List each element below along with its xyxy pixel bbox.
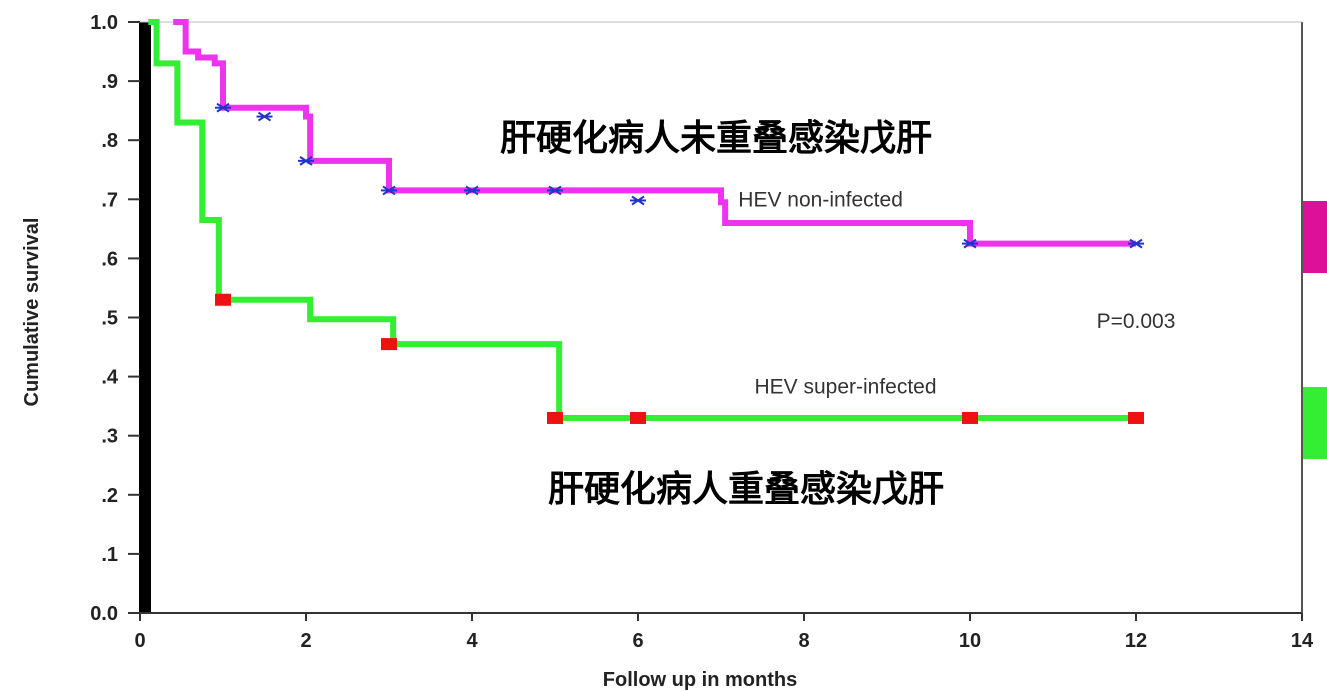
series-line-super-infected <box>148 19 1136 421</box>
censor-marker <box>464 185 480 196</box>
magenta-legend-swatch <box>1303 201 1327 273</box>
non-infected-cn-label: 肝硬化病人未重叠感染戊肝 <box>500 118 932 159</box>
censor-marker <box>1128 238 1144 249</box>
green-legend-swatch <box>1303 387 1327 459</box>
super-infected-cn-label: 肝硬化病人重叠感染戊肝 <box>548 469 944 510</box>
x-axis: 0 2 4 6 8 10 12 14 <box>134 613 1314 652</box>
chart-annotation: HEV non-infected <box>738 188 903 211</box>
censor-marker <box>256 111 273 122</box>
censor-marker <box>381 338 397 351</box>
y-tick-label: .9 <box>101 71 118 93</box>
y-tick-label: .2 <box>101 485 118 507</box>
x-tick-label: 8 <box>798 630 809 652</box>
chart-annotation: HEV super-infected <box>754 376 936 399</box>
x-axis-title: Follow up in months <box>603 669 797 691</box>
y-tick-label: 0.0 <box>90 603 118 625</box>
censor-marker <box>962 238 978 249</box>
y-tick-label: .5 <box>101 308 118 330</box>
censor-marker <box>298 156 314 166</box>
plot-frame <box>130 21 1303 614</box>
marker-layer <box>215 102 1144 424</box>
y-axis-title: Cumulative survival <box>21 218 43 407</box>
x-tick-label: 2 <box>300 630 311 652</box>
censor-marker <box>381 185 397 196</box>
series-layer <box>148 19 1136 421</box>
y-tick-label: .8 <box>101 130 118 152</box>
y-tick-label: .6 <box>101 248 118 270</box>
y-tick-label: .1 <box>101 544 118 566</box>
x-tick-label: 0 <box>134 630 145 652</box>
x-tick-label: 10 <box>959 630 981 652</box>
y-axis: 0.0 .1 .2 .3 .4 .5 .6 .7 .8 .9 1.0 <box>90 12 140 625</box>
annotation-layer: HEV non-infected HEV super-infected P=0.00… <box>738 188 1175 398</box>
censor-marker <box>1128 411 1144 424</box>
x-tick-label: 4 <box>466 630 478 652</box>
x-tick-label: 6 <box>632 630 643 652</box>
censor-marker <box>547 411 563 424</box>
censor-marker <box>962 411 978 424</box>
censor-marker <box>215 102 231 113</box>
series-line-non-infected <box>173 19 1136 247</box>
chart-annotation: P=0.003 <box>1097 310 1176 333</box>
censor-marker <box>630 195 646 206</box>
x-tick-label: 12 <box>1125 630 1147 652</box>
x-tick-label: 14 <box>1291 630 1314 652</box>
censor-marker <box>215 293 231 306</box>
censor-marker <box>547 185 563 196</box>
y-tick-label: .3 <box>101 426 118 448</box>
y-tick-label: .4 <box>101 367 119 389</box>
censor-marker <box>630 411 646 424</box>
y-tick-label: .7 <box>101 189 118 211</box>
y-tick-label: 1.0 <box>90 12 118 34</box>
